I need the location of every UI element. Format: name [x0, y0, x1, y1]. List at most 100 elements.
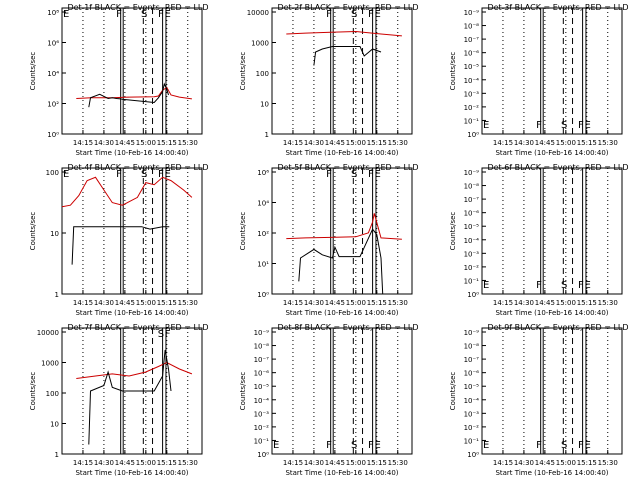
y-tick-label: 10⁻³	[464, 250, 480, 258]
x-tick-label: 14:15	[283, 139, 303, 147]
y-tick-label: 10⁻²	[464, 104, 480, 112]
y-tick-label: 10⁻³	[254, 410, 270, 418]
plot-frame	[271, 327, 413, 455]
event-marker-label: E	[483, 280, 489, 291]
event-marker-label: F	[326, 169, 332, 180]
x-axis-label: Start Time (10-Feb-16 14:00:40)	[75, 309, 188, 317]
chart-title: Det 1f BLACK = Events, RED = LLD	[67, 3, 208, 12]
x-tick-label: 15:30	[178, 459, 198, 467]
y-tick-label: 10⁻⁶	[254, 370, 270, 378]
panel-det9: Det 9f BLACK = Events, RED = LLD Counts/s…	[449, 323, 629, 477]
y-tick-label: 10⁻⁷	[464, 36, 480, 44]
event-marker-label: F	[578, 440, 584, 451]
lld-series-line	[61, 176, 193, 208]
x-tick-label: 15:15	[367, 139, 387, 147]
y-tick-label: 10⁻¹	[254, 437, 270, 445]
y-tick-label: 10⁻⁴	[464, 77, 480, 85]
event-marker-label: E	[483, 120, 489, 131]
y-tick-label: 10⁻⁶	[464, 50, 480, 58]
event-marker-label: E	[374, 9, 380, 20]
y-tick-label: 10⁻¹	[464, 117, 480, 125]
x-tick-label: 14:30	[514, 459, 534, 467]
y-axis-label: Counts/sec	[29, 52, 37, 91]
panel-det5: Det 5f BLACK = Events, RED = LLD Counts/s…	[239, 163, 419, 317]
y-tick-label: 10000	[37, 329, 59, 337]
event-marker-label: E	[584, 440, 590, 451]
y-tick-label: 10⁻⁸	[254, 343, 270, 351]
x-tick-label: 15:30	[178, 299, 198, 307]
y-tick-label: 10⁻⁸	[464, 23, 480, 31]
x-tick-label: 14:45	[325, 139, 345, 147]
chart-title: Det 7f BLACK = Events, RED = LLD	[67, 323, 208, 332]
y-axis-label: Counts/sec	[29, 372, 37, 411]
x-tick-label: 15:00	[136, 139, 156, 147]
event-marker-label: E	[374, 440, 380, 451]
x-tick-label: 14:45	[325, 459, 345, 467]
y-tick-label: 10⁻⁷	[254, 356, 270, 364]
x-tick-label: 14:30	[94, 139, 114, 147]
y-tick-label: 10⁻¹	[464, 277, 480, 285]
y-tick-label: 10⁰	[467, 451, 479, 459]
panel-det1: Det 1f BLACK = Events, RED = LLD Counts/s…	[29, 3, 209, 157]
panel-det6: Det 6f BLACK = Events, RED = LLD Counts/s…	[449, 163, 629, 317]
x-tick-label: 14:30	[304, 459, 324, 467]
y-tick-label: 10²	[257, 230, 269, 238]
y-tick-label: 10	[50, 230, 59, 238]
plot-frame	[271, 167, 413, 295]
x-tick-label: 14:15	[73, 299, 93, 307]
event-marker-label: E	[584, 280, 590, 291]
y-tick-label: 10⁻⁸	[464, 183, 480, 191]
x-tick-label: 14:45	[535, 139, 555, 147]
x-tick-label: 15:15	[577, 139, 597, 147]
y-tick-label: 10⁻⁵	[464, 383, 480, 391]
x-tick-label: 15:15	[157, 139, 177, 147]
event-marker-label: F	[158, 9, 164, 20]
y-tick-label: 10²	[47, 101, 59, 109]
x-tick-label: 15:30	[598, 459, 618, 467]
y-tick-label: 10⁻⁹	[254, 329, 270, 337]
y-tick-label: 10⁻⁷	[464, 196, 480, 204]
y-tick-label: 10⁻⁸	[464, 343, 480, 351]
event-marker-label: S	[141, 169, 147, 180]
event-marker-label: E	[584, 120, 590, 131]
y-tick-label: 10⁸	[47, 9, 59, 17]
y-tick-label: 10⁻⁹	[464, 329, 480, 337]
x-tick-label: 14:15	[493, 139, 513, 147]
y-tick-label: 1	[55, 291, 59, 299]
y-tick-label: 1000	[41, 360, 59, 368]
plot-frame	[61, 327, 203, 455]
y-tick-label: 1	[55, 451, 59, 459]
plot-frame	[61, 167, 203, 295]
lld-series-line	[286, 213, 402, 240]
chart-title: Det 9f BLACK = Events, RED = LLD	[487, 323, 628, 332]
x-tick-label: 14:45	[115, 299, 135, 307]
y-axis-label: Counts/sec	[239, 212, 247, 251]
y-tick-label: 10⁶	[257, 169, 269, 177]
x-axis-label: Start Time (10-Feb-16 14:00:40)	[285, 469, 398, 477]
chart-title: Det 5f BLACK = Events, RED = LLD	[277, 163, 418, 172]
y-tick-label: 100	[46, 169, 59, 177]
y-tick-label: 10⁻¹	[464, 437, 480, 445]
x-tick-label: 14:30	[304, 299, 324, 307]
x-tick-label: 15:15	[367, 299, 387, 307]
y-tick-label: 10⁻³	[464, 410, 480, 418]
x-axis-label: Start Time (10-Feb-16 14:00:40)	[495, 309, 608, 317]
panel-det8: Det 8f BLACK = Events, RED = LLD Counts/s…	[239, 323, 419, 477]
x-tick-label: 15:15	[367, 459, 387, 467]
y-tick-label: 1000	[251, 40, 269, 48]
x-tick-label: 15:15	[577, 299, 597, 307]
x-tick-label: 14:45	[535, 459, 555, 467]
y-tick-label: 10⁻⁹	[464, 169, 480, 177]
x-tick-label: 14:15	[493, 299, 513, 307]
x-tick-label: 14:15	[283, 459, 303, 467]
x-tick-label: 15:30	[388, 299, 408, 307]
y-tick-label: 100	[256, 70, 269, 78]
panel-det7: Det 7f BLACK = Events, RED = LLD Counts/s…	[29, 323, 209, 477]
event-marker-label: F	[368, 440, 374, 451]
x-tick-label: 15:00	[346, 139, 366, 147]
event-marker-label: F	[536, 120, 542, 131]
plot-frame	[481, 7, 623, 135]
event-marker-label: S	[141, 9, 147, 20]
y-tick-label: 10⁴	[257, 200, 269, 208]
event-marker-label: E	[374, 169, 380, 180]
